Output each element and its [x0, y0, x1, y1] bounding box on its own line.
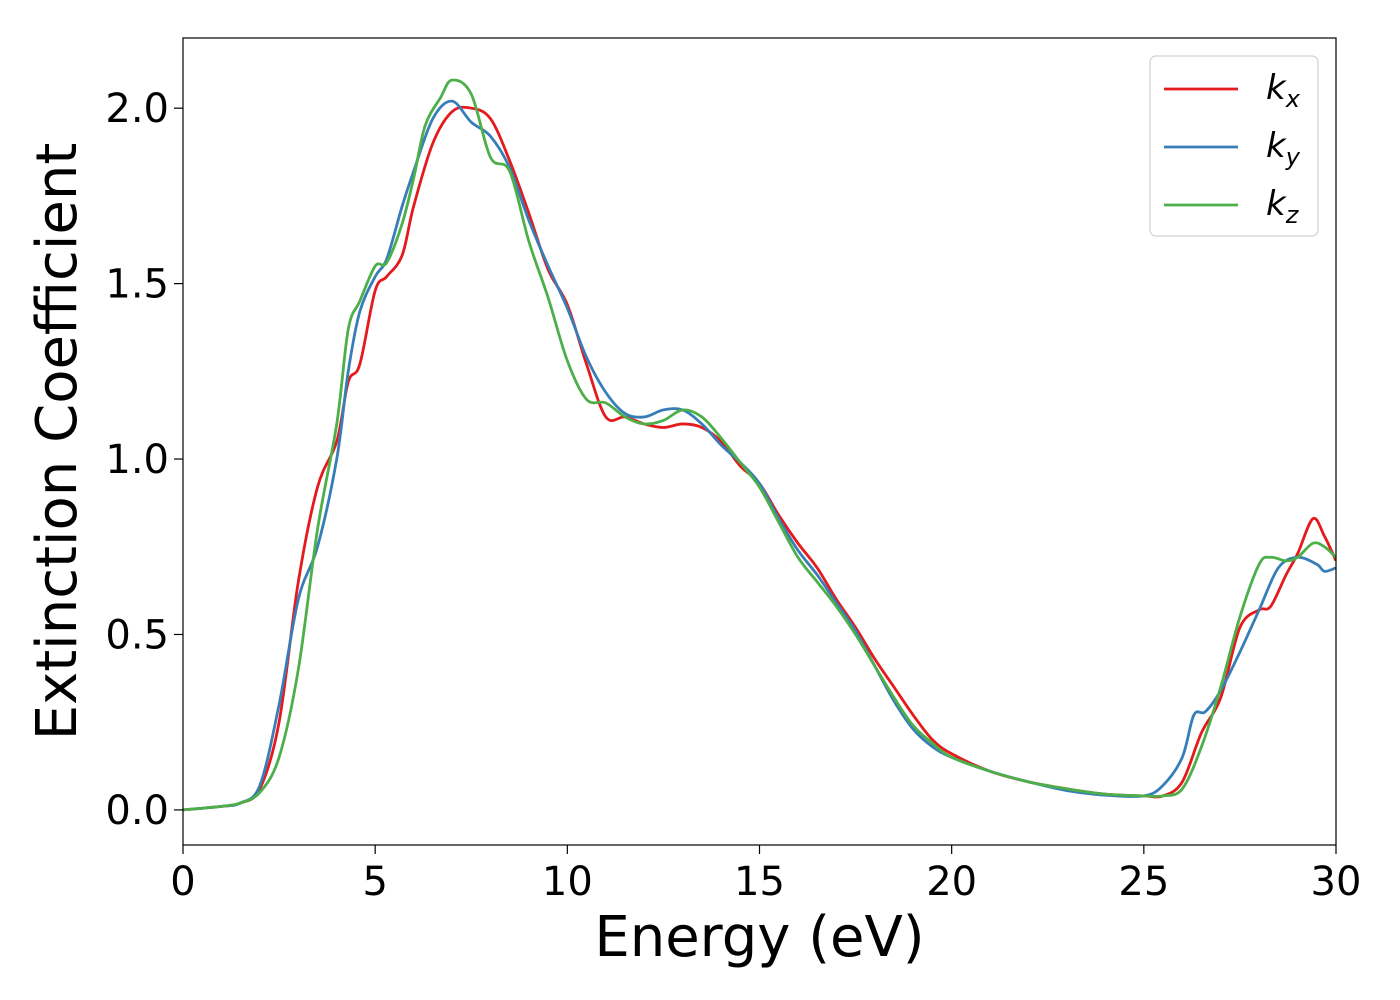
y-tick-label: 1.0 — [105, 437, 169, 483]
x-tick-label: 5 — [362, 859, 387, 905]
y-tick-label: 1.5 — [105, 262, 169, 308]
x-tick-label: 0 — [170, 859, 195, 905]
y-axis-ticks: 0.0 0.5 1.0 1.5 2.0 — [105, 86, 183, 834]
series-layer — [183, 78, 1336, 812]
y-axis-title: Extinction Coefficient — [25, 143, 90, 741]
x-tick-label: 25 — [1118, 859, 1169, 905]
x-tick-label: 15 — [734, 859, 785, 905]
y-tick-label: 0.5 — [105, 612, 169, 658]
series-line-kz — [183, 78, 1336, 812]
x-tick-label: 10 — [542, 859, 593, 905]
series-line-ky — [183, 99, 1336, 812]
y-tick-label: 2.0 — [105, 86, 169, 132]
x-tick-label: 30 — [1311, 859, 1362, 905]
legend: kx ky kz — [1149, 55, 1319, 237]
legend-label-ky: ky — [1266, 126, 1301, 171]
x-tick-label: 20 — [926, 859, 977, 905]
legend-label-kz: kz — [1266, 184, 1300, 229]
x-axis-title: Energy (eV) — [594, 905, 924, 970]
legend-label-kx: kx — [1266, 68, 1301, 113]
y-tick-label: 0.0 — [105, 788, 169, 834]
x-axis-ticks: 0 5 10 15 20 25 30 — [170, 845, 1361, 905]
